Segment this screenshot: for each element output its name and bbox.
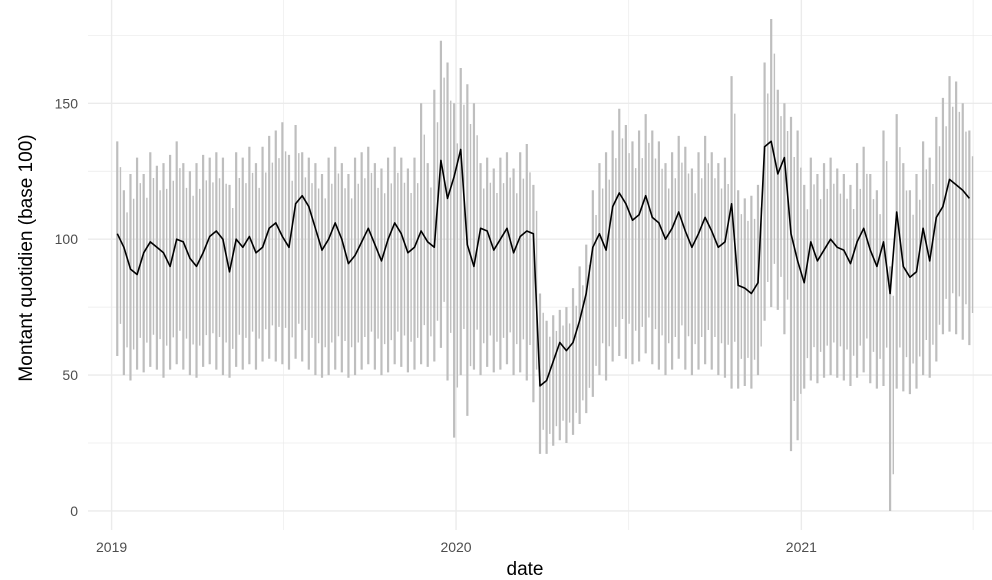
y-tick-label: 150	[55, 95, 79, 111]
y-tick-label: 50	[62, 367, 78, 383]
smoothed-line	[116, 140, 971, 387]
y-axis-ticks: 0 50 100 150	[55, 95, 79, 519]
x-tick-label: 2020	[440, 539, 471, 555]
x-axis-title: date	[507, 559, 544, 580]
y-tick-label: 100	[55, 231, 79, 247]
daily-series	[116, 19, 974, 511]
x-tick-label: 2021	[786, 539, 817, 555]
smoothed-series	[116, 140, 971, 387]
x-tick-label: 2019	[96, 539, 127, 555]
x-axis-ticks: 2019 2020 2021	[96, 539, 817, 555]
y-axis-title: Montant quotidien (base 100)	[16, 134, 37, 381]
y-tick-label: 0	[70, 503, 78, 519]
